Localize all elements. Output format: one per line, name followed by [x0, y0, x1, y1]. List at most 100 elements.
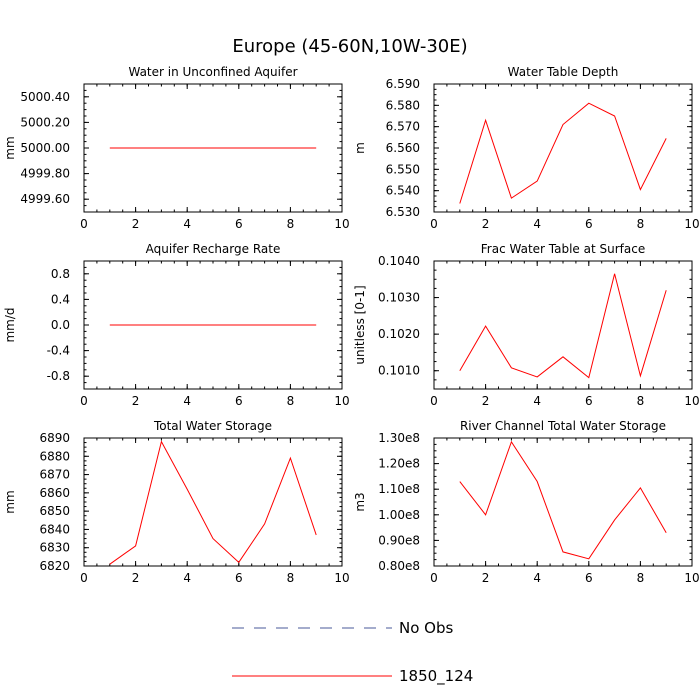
panel-title: Aquifer Recharge Rate	[146, 242, 281, 256]
y-tick-label: 6.590	[386, 77, 420, 91]
legend-label: 1850_124	[399, 667, 473, 686]
y-tick-label: 6.550	[386, 162, 420, 176]
y-tick-label: 6.560	[386, 141, 420, 155]
y-tick-label: 0.4	[51, 292, 70, 306]
panel-title: Water in Unconfined Aquifer	[128, 65, 297, 79]
x-tick-label: 4	[533, 394, 541, 408]
y-tick-label: 6860	[39, 486, 70, 500]
y-tick-label: 5000.40	[20, 90, 70, 104]
y-tick-label: 4999.60	[20, 192, 70, 206]
plot-frame	[433, 437, 693, 567]
chart-panel: River Channel Total Water Storage m3 0 2 4 6 8…	[353, 419, 700, 585]
panels: Water in Unconfined Aquifer mm 0 2 4 6 8 10 4999…	[3, 65, 700, 585]
x-tick-label: 6	[585, 571, 593, 585]
chart-panel: Total Water Storage mm 0 2 4 6 8 10 6820 6830 6840…	[3, 419, 350, 585]
panel-title: Frac Water Table at Surface	[481, 242, 645, 256]
y-tick-label: 1.30e8	[378, 431, 420, 445]
legend: No Obs 1850_124	[232, 619, 473, 686]
y-axis-title: unitless [0-1]	[353, 285, 367, 364]
y-tick-label: 1.10e8	[378, 482, 420, 496]
x-tick-label: 8	[637, 571, 645, 585]
y-axis-title: mm	[3, 136, 17, 159]
y-tick-label: 6.580	[386, 98, 420, 112]
x-tick-label: 2	[482, 217, 490, 231]
x-tick-label: 8	[287, 571, 295, 585]
y-tick-label: 6850	[39, 504, 70, 518]
y-tick-label: 0.80e8	[378, 559, 420, 573]
x-tick-label: 6	[235, 571, 243, 585]
plot-frame	[83, 437, 343, 567]
y-axis-title: mm	[3, 490, 17, 513]
y-tick-label: 0.1040	[378, 254, 420, 268]
y-tick-label: 6.530	[386, 205, 420, 219]
y-tick-label: 1.00e8	[378, 508, 420, 522]
y-tick-label: 0.1010	[378, 364, 420, 378]
y-tick-label: -0.8	[47, 369, 70, 383]
panel-title: River Channel Total Water Storage	[460, 419, 666, 433]
y-axis-title: m	[353, 142, 367, 154]
y-tick-label: 6870	[39, 468, 70, 482]
x-tick-label: 10	[334, 217, 349, 231]
x-tick-label: 6	[235, 394, 243, 408]
y-tick-label: 6890	[39, 431, 70, 445]
x-tick-label: 10	[334, 394, 349, 408]
panel-title: Water Table Depth	[508, 65, 619, 79]
x-tick-label: 4	[183, 571, 191, 585]
x-tick-label: 8	[637, 394, 645, 408]
plot-frame	[433, 260, 693, 390]
x-tick-label: 6	[585, 394, 593, 408]
x-tick-label: 0	[80, 394, 88, 408]
y-tick-label: 6840	[39, 522, 70, 536]
y-tick-label: -0.4	[47, 344, 70, 358]
y-tick-label: 0.8	[51, 267, 70, 281]
x-tick-label: 10	[684, 217, 699, 231]
panel-title: Total Water Storage	[153, 419, 272, 433]
y-tick-label: 0.1030	[378, 291, 420, 305]
x-tick-label: 2	[132, 571, 140, 585]
y-axis-title: m3	[353, 492, 367, 511]
chart-panel: Frac Water Table at Surface unitless [0-1…	[353, 242, 700, 408]
x-tick-label: 10	[684, 394, 699, 408]
y-tick-label: 4999.80	[20, 167, 70, 181]
chart-panel: Aquifer Recharge Rate mm/d 0 2 4 6 8 10 -0.8 -0.4…	[3, 242, 350, 408]
x-tick-label: 10	[334, 571, 349, 585]
y-axis-title: mm/d	[3, 307, 17, 342]
x-tick-label: 10	[684, 571, 699, 585]
x-tick-label: 8	[637, 217, 645, 231]
x-tick-label: 2	[482, 394, 490, 408]
legend-label: No Obs	[399, 619, 453, 637]
y-tick-label: 0.1020	[378, 327, 420, 341]
y-tick-label: 6830	[39, 541, 70, 555]
y-tick-label: 6.540	[386, 184, 420, 198]
y-tick-label: 5000.00	[20, 141, 70, 155]
chart-panel: Water in Unconfined Aquifer mm 0 2 4 6 8 10 4999…	[3, 65, 350, 231]
x-tick-label: 0	[430, 217, 438, 231]
series-line	[109, 440, 317, 565]
x-tick-label: 0	[80, 571, 88, 585]
series-line	[459, 273, 667, 379]
y-tick-label: 0.0	[51, 318, 70, 332]
plot-frame	[433, 83, 693, 213]
x-tick-label: 4	[533, 217, 541, 231]
x-tick-label: 4	[183, 217, 191, 231]
x-tick-label: 6	[585, 217, 593, 231]
y-tick-label: 6820	[39, 559, 70, 573]
x-tick-label: 2	[132, 217, 140, 231]
figure-title: Europe (45-60N,10W-30E)	[232, 36, 467, 57]
x-tick-label: 0	[80, 217, 88, 231]
x-tick-label: 4	[533, 571, 541, 585]
y-tick-label: 5000.20	[20, 115, 70, 129]
x-tick-label: 8	[287, 217, 295, 231]
x-tick-label: 0	[430, 394, 438, 408]
y-tick-label: 1.20e8	[378, 457, 420, 471]
x-tick-label: 6	[235, 217, 243, 231]
y-tick-label: 0.90e8	[378, 533, 420, 547]
x-tick-label: 8	[287, 394, 295, 408]
x-tick-label: 2	[132, 394, 140, 408]
series-line	[459, 440, 667, 560]
chart-panel: Water Table Depth m 0 2 4 6 8 10 6.530 6.540 6.550…	[353, 65, 700, 231]
y-tick-label: 6.570	[386, 120, 420, 134]
y-tick-label: 6880	[39, 449, 70, 463]
x-tick-label: 0	[430, 571, 438, 585]
